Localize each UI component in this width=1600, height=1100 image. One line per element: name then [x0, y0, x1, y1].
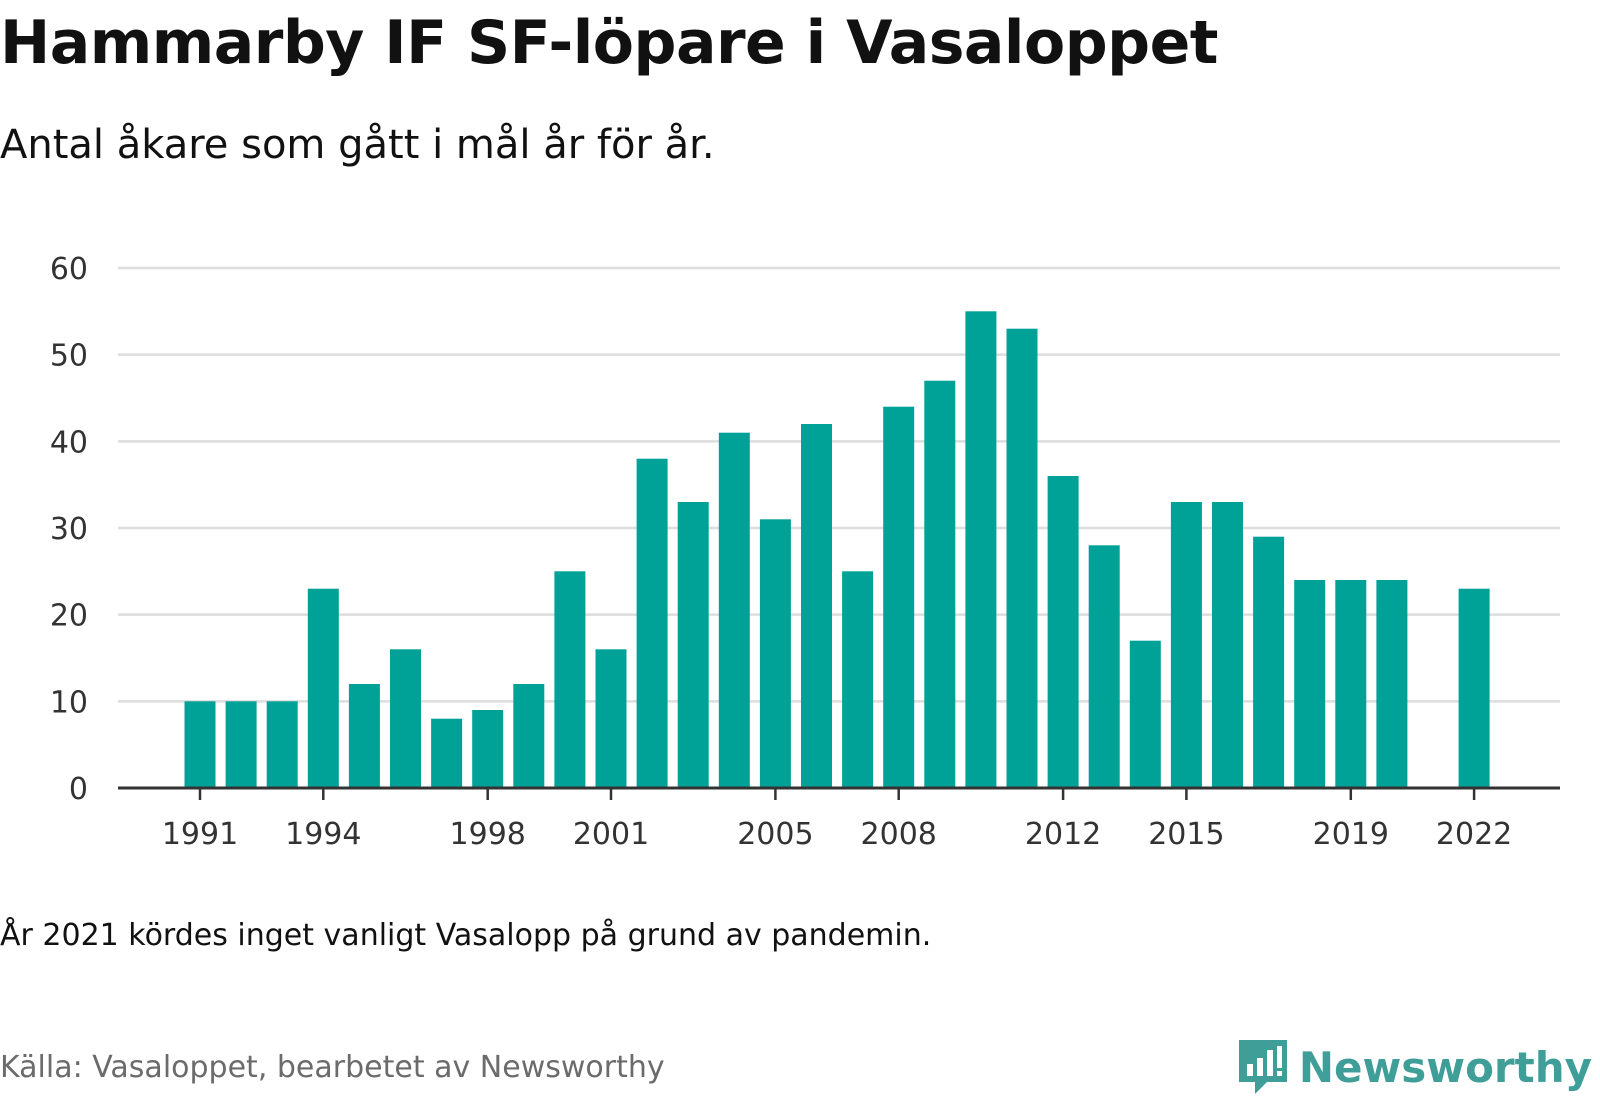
- bar-2022: [1458, 588, 1490, 788]
- x-tick-label: 2008: [861, 817, 937, 852]
- bar-2011: [1006, 328, 1038, 788]
- bar-2014: [1129, 640, 1161, 788]
- bar-1993: [266, 701, 298, 788]
- bar-2010: [965, 311, 997, 788]
- bar-1997: [431, 718, 463, 788]
- bar-2019: [1335, 580, 1367, 788]
- bar-2007: [842, 571, 874, 788]
- bar-2005: [759, 519, 791, 788]
- chart-subtitle: Antal åkare som gått i mål år för år.: [0, 122, 715, 168]
- y-axis-tick-labels: 0 10 20 30 40 50 60: [50, 252, 88, 807]
- bar-2013: [1088, 545, 1120, 788]
- bar-2006: [801, 424, 832, 788]
- bar-1999: [513, 684, 545, 788]
- y-tick-label: 50: [50, 339, 88, 374]
- bar-2000: [554, 571, 586, 788]
- bar-1992: [225, 701, 257, 788]
- bar-2016: [1212, 502, 1243, 788]
- bar-1998: [472, 710, 504, 788]
- bar-1996: [390, 649, 421, 788]
- bar-2020: [1376, 580, 1408, 788]
- bar-2017: [1253, 536, 1285, 788]
- x-tick-label: 2015: [1148, 817, 1224, 852]
- x-tick-label: 2019: [1313, 817, 1389, 852]
- source-credit: Källa: Vasaloppet, bearbetet av Newswort…: [0, 1050, 665, 1085]
- bar-2003: [677, 502, 709, 788]
- bar-1991: [184, 701, 216, 788]
- bars: [184, 311, 1490, 788]
- logo-wordmark: Newsworthy: [1298, 1042, 1592, 1092]
- bar-2004: [718, 432, 750, 788]
- bar-2002: [636, 458, 668, 788]
- y-tick-label: 0: [69, 772, 88, 807]
- x-tick-label: 1991: [162, 817, 238, 852]
- x-tick-label: 2005: [737, 817, 813, 852]
- bar-2001: [595, 649, 627, 788]
- y-tick-label: 60: [50, 252, 88, 287]
- x-tick-label: 1998: [450, 817, 526, 852]
- x-tick-label: 1994: [285, 817, 361, 852]
- newsworthy-logo: Newsworthy: [1237, 1038, 1592, 1096]
- x-tick-label: 2022: [1436, 817, 1512, 852]
- chart-title: Hammarby IF SF-löpare i Vasaloppet: [0, 8, 1218, 78]
- newsworthy-logo-icon: [1238, 1040, 1287, 1094]
- bar-1994: [307, 588, 339, 788]
- y-tick-label: 20: [50, 599, 88, 634]
- bar-2012: [1047, 476, 1079, 788]
- bar-2018: [1294, 580, 1326, 788]
- bar-2009: [924, 380, 956, 788]
- bar-2008: [883, 406, 915, 788]
- bar-chart: 0 10 20 30 40 50 60 1991 1994 1998 2001 2005 2008 20…: [50, 252, 1560, 852]
- bar-1995: [348, 684, 380, 788]
- bar-2015: [1170, 502, 1202, 788]
- y-tick-label: 10: [50, 685, 88, 720]
- chart-note: År 2021 kördes inget vanligt Vasalopp på…: [0, 918, 932, 953]
- y-tick-label: 30: [50, 512, 88, 547]
- x-tick-label: 2012: [1025, 817, 1101, 852]
- x-tick-label: 2001: [573, 817, 649, 852]
- y-tick-label: 40: [50, 425, 88, 460]
- x-axis: 1991 1994 1998 2001 2005 2008 2012 2015 2019 2022: [118, 786, 1560, 852]
